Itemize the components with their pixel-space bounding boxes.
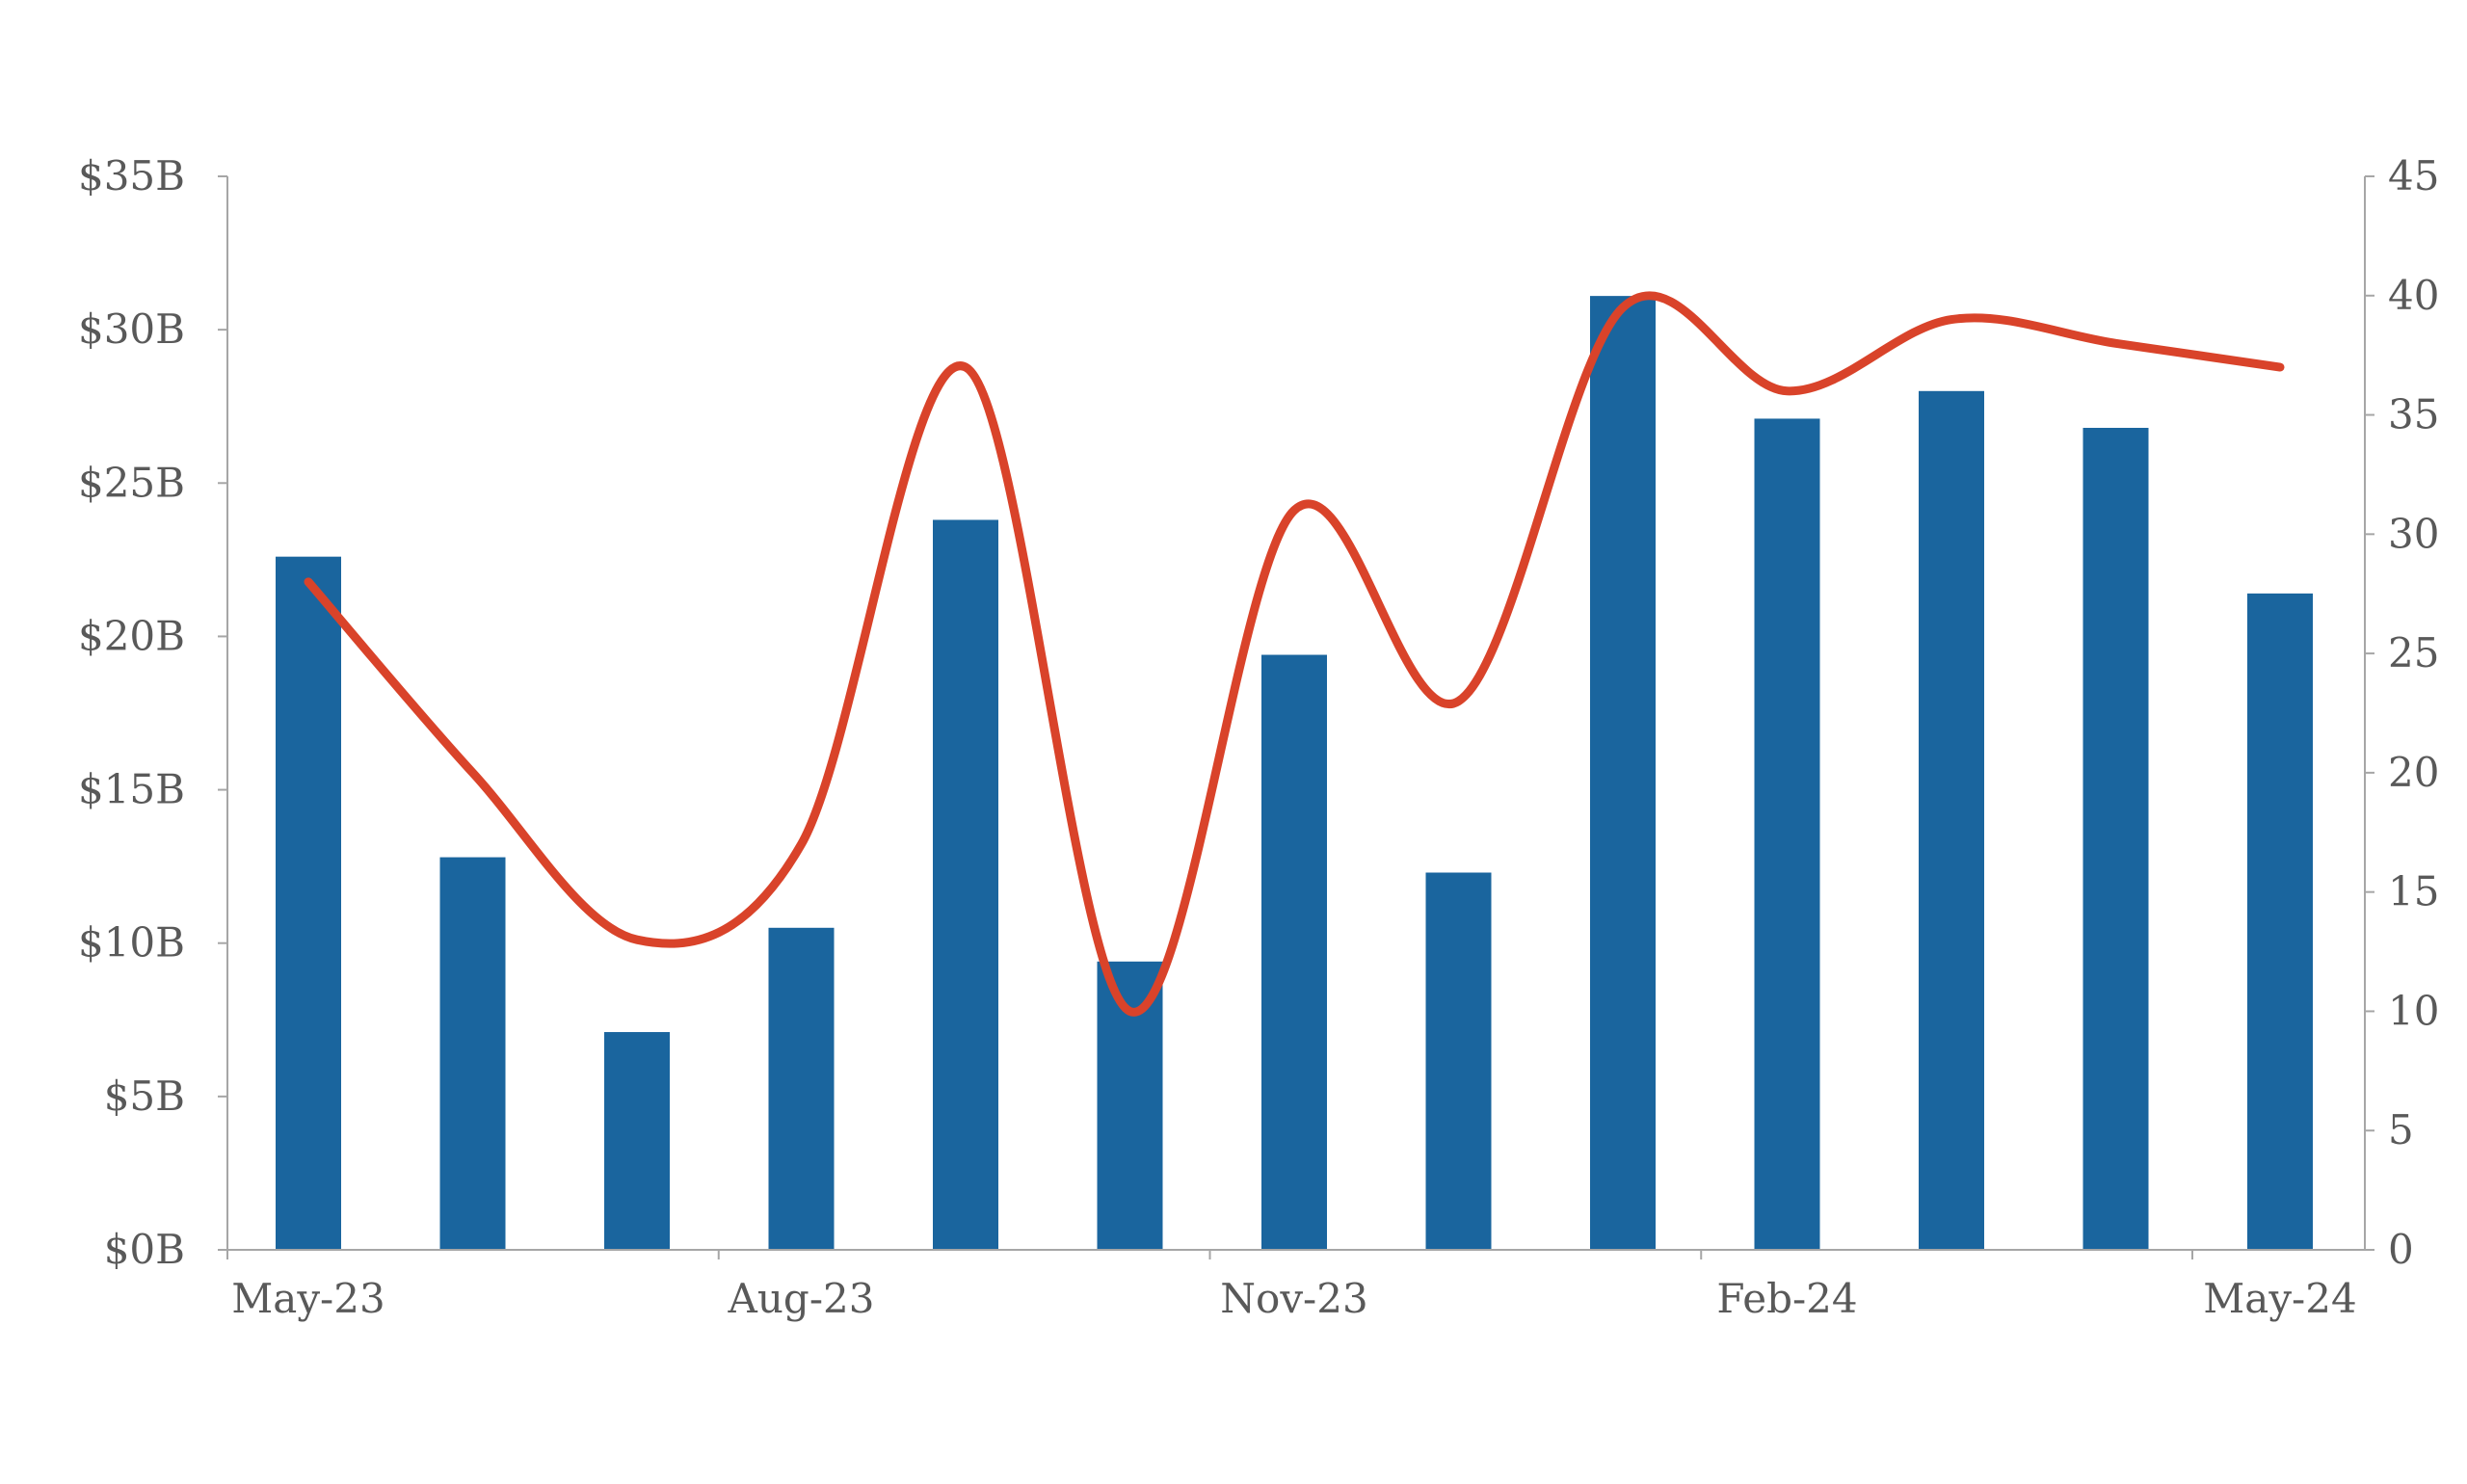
left-tick-label: $35B	[78, 152, 185, 199]
left-y-axis: $0B $5B $10B $15B $20B $25B $30B $35B	[78, 152, 228, 1273]
line-series	[304, 291, 2285, 1017]
bar-Oct-23	[1097, 961, 1163, 1250]
bar-Sep-23	[933, 519, 998, 1250]
right-tick-label: 20	[2388, 749, 2439, 796]
left-tick-label: $5B	[104, 1073, 185, 1120]
bar-Mar-24	[1919, 390, 1984, 1250]
bar-May-23	[276, 556, 341, 1250]
left-tick-label: $10B	[78, 919, 185, 967]
bar-May-24	[2247, 593, 2313, 1250]
bar-Apr-24	[2082, 427, 2149, 1251]
right-tick-label: 30	[2388, 510, 2439, 557]
bar-Nov-23	[1261, 654, 1327, 1250]
right-tick-label: 25	[2388, 629, 2439, 676]
bar-Jul-23	[604, 1032, 670, 1250]
right-tick-label: 5	[2388, 1106, 2414, 1153]
x-tick-label: Aug-23	[728, 1275, 875, 1322]
right-y-axis: 0 5 10 15 20 25 30 35 40 45	[2364, 152, 2439, 1273]
right-tick-label: 10	[2388, 987, 2439, 1034]
bar-Aug-23	[768, 927, 835, 1250]
right-tick-label: 15	[2388, 868, 2439, 915]
left-tick-label: $0B	[104, 1226, 185, 1273]
bar-Dec-23	[1425, 872, 1492, 1250]
right-tick-label: 0	[2388, 1226, 2414, 1273]
x-tick-label: May-24	[2203, 1275, 2356, 1322]
line-series-path	[304, 291, 2285, 1017]
bar-Feb-24	[1754, 418, 1820, 1251]
x-tick-label: Nov-23	[1220, 1275, 1367, 1322]
left-tick-label: $20B	[78, 612, 185, 659]
bar-series	[276, 296, 2313, 1251]
right-tick-label: 35	[2388, 391, 2439, 438]
right-tick-label: 45	[2388, 152, 2439, 199]
right-tick-label: 40	[2388, 272, 2439, 319]
x-tick-label: May-23	[231, 1275, 385, 1322]
left-tick-label: $25B	[78, 459, 185, 506]
bar-Jan-24	[1590, 296, 1656, 1250]
left-tick-label: $30B	[78, 305, 185, 353]
x-tick-label: Feb-24	[1716, 1275, 1857, 1322]
left-tick-label: $15B	[78, 766, 185, 813]
bar-Jun-23	[439, 857, 506, 1250]
x-axis: May-23 Aug-23 Nov-23 Feb-24 May-24	[226, 1249, 2365, 1322]
